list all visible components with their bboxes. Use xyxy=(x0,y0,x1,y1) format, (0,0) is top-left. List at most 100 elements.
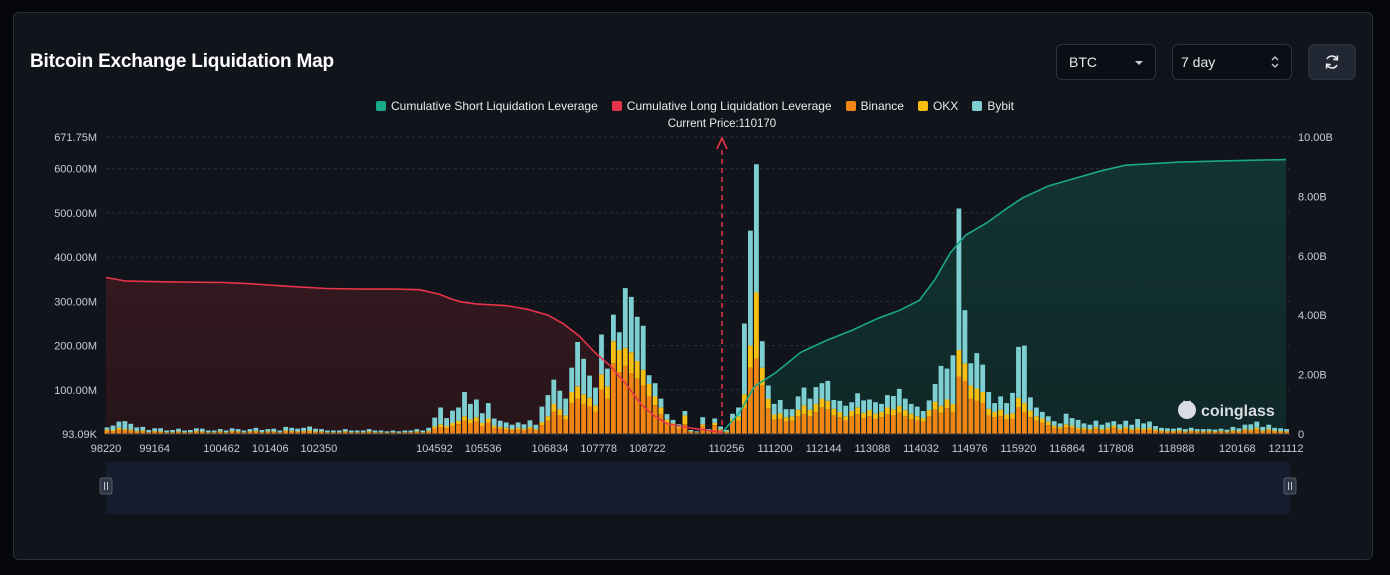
bar-binance xyxy=(1242,430,1248,434)
bar-binance xyxy=(1004,419,1009,434)
bar-binance xyxy=(122,430,128,434)
bar-bybit xyxy=(1224,429,1230,432)
long-cumulative-line xyxy=(105,276,723,434)
symbol-select-value: BTC xyxy=(1069,54,1097,70)
bar-okx xyxy=(914,416,920,421)
bar-bybit xyxy=(664,414,670,420)
x-tick-label: 100462 xyxy=(203,443,240,455)
bar-bybit xyxy=(926,400,932,411)
bar-bybit xyxy=(1218,428,1224,431)
bar-okx xyxy=(587,397,592,407)
bar-binance xyxy=(444,428,449,434)
bar-bybit xyxy=(849,402,855,411)
navigator-track xyxy=(106,462,1290,514)
bar-binance xyxy=(795,416,801,434)
bar-bybit xyxy=(1028,397,1033,411)
bar-okx xyxy=(265,431,271,433)
bar-bybit xyxy=(670,419,676,424)
bar-okx xyxy=(122,429,128,431)
navigator-handle-left[interactable] xyxy=(99,477,113,495)
bar-bybit xyxy=(777,400,783,414)
bar-bybit xyxy=(211,430,217,433)
bar-bybit xyxy=(402,430,408,433)
legend-label: Bybit xyxy=(987,99,1014,113)
bar-bybit xyxy=(1123,420,1129,427)
bar-binance xyxy=(801,414,807,434)
bar-okx xyxy=(950,403,956,412)
bar-bybit xyxy=(1242,424,1248,430)
bar-okx xyxy=(1087,429,1093,431)
bar-bybit xyxy=(515,422,521,428)
x-tick-label: 111200 xyxy=(758,443,793,455)
bar-binance xyxy=(354,432,360,434)
bar-bybit xyxy=(861,400,866,413)
bar-bybit xyxy=(199,428,205,432)
bar-binance xyxy=(1188,431,1194,434)
bar-bybit xyxy=(444,418,449,427)
bar-bybit xyxy=(896,388,902,406)
bar-binance xyxy=(545,420,551,434)
bar-okx xyxy=(944,399,950,409)
symbol-select[interactable]: BTC xyxy=(1056,44,1156,80)
bar-bybit xyxy=(271,428,277,432)
bar-bybit xyxy=(891,396,896,410)
bar-bybit xyxy=(980,364,986,392)
bar-bybit xyxy=(450,410,455,423)
bar-bybit xyxy=(783,409,789,418)
range-select-value: 7 day xyxy=(1181,54,1216,70)
legend-swatch xyxy=(972,101,983,111)
bar-binance xyxy=(736,420,741,434)
bar-bybit xyxy=(313,428,318,432)
bar-binance xyxy=(605,398,610,434)
legend-item[interactable]: Cumulative Short Liquidation Leverage xyxy=(375,99,598,113)
bar-bybit xyxy=(843,405,849,417)
bar-bybit xyxy=(485,403,491,419)
bar-bybit xyxy=(569,367,575,392)
bar-binance xyxy=(1266,430,1272,434)
bar-okx xyxy=(885,407,890,415)
bar-bybit xyxy=(831,400,837,409)
navigator-handle-right[interactable] xyxy=(1283,477,1297,495)
legend-item[interactable]: Bybit xyxy=(972,99,1014,113)
bar-bybit xyxy=(301,427,306,431)
bar-bybit xyxy=(908,403,914,414)
bar-binance xyxy=(759,385,765,434)
bar-binance xyxy=(694,432,700,434)
bar-okx xyxy=(1278,430,1283,432)
x-tick-label: 112144 xyxy=(806,443,842,455)
bar-binance xyxy=(283,431,289,434)
y-left-tick-label: 100.00M xyxy=(54,385,97,397)
bar-okx xyxy=(932,401,938,410)
bar-okx xyxy=(468,419,473,424)
bar-okx xyxy=(545,416,551,421)
bar-binance xyxy=(134,431,140,434)
bar-binance xyxy=(247,432,253,434)
range-select[interactable]: 7 day xyxy=(1172,44,1292,80)
bar-binance xyxy=(980,403,986,434)
bar-bybit xyxy=(605,368,610,387)
bar-okx xyxy=(706,430,712,432)
bar-bybit xyxy=(468,403,473,420)
bar-bybit xyxy=(581,358,586,395)
bar-bybit xyxy=(545,395,551,417)
bar-binance xyxy=(676,428,682,434)
bar-bybit xyxy=(1272,427,1277,431)
refresh-button[interactable] xyxy=(1308,44,1356,80)
bar-bybit xyxy=(432,417,438,427)
legend-item[interactable]: Binance xyxy=(845,99,904,113)
bar-okx xyxy=(104,429,110,431)
bar-okx xyxy=(128,429,134,431)
bar-bybit xyxy=(867,399,872,411)
legend-item[interactable]: Cumulative Long Liquidation Leverage xyxy=(611,99,832,113)
legend-item[interactable]: OKX xyxy=(917,99,958,113)
bar-binance xyxy=(1212,432,1218,434)
bar-okx xyxy=(956,350,962,377)
bar-bybit xyxy=(902,398,908,411)
bar-binance xyxy=(1147,429,1152,434)
bar-okx xyxy=(1218,430,1224,432)
bar-bybit xyxy=(176,428,181,432)
bar-bybit xyxy=(241,430,247,433)
bar-bybit xyxy=(1129,424,1135,430)
bar-okx xyxy=(1159,430,1164,432)
bar-okx xyxy=(366,431,372,433)
